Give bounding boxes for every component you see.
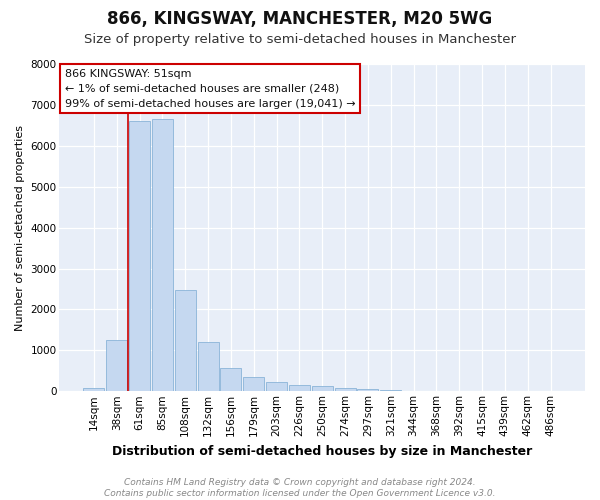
Bar xyxy=(266,382,287,392)
Bar xyxy=(358,389,379,392)
Bar xyxy=(312,386,333,392)
X-axis label: Distribution of semi-detached houses by size in Manchester: Distribution of semi-detached houses by … xyxy=(112,444,532,458)
Text: Size of property relative to semi-detached houses in Manchester: Size of property relative to semi-detach… xyxy=(84,32,516,46)
Y-axis label: Number of semi-detached properties: Number of semi-detached properties xyxy=(15,124,25,330)
Text: Contains HM Land Registry data © Crown copyright and database right 2024.
Contai: Contains HM Land Registry data © Crown c… xyxy=(104,478,496,498)
Bar xyxy=(335,388,356,392)
Text: 866, KINGSWAY, MANCHESTER, M20 5WG: 866, KINGSWAY, MANCHESTER, M20 5WG xyxy=(107,10,493,28)
Bar xyxy=(197,342,218,392)
Text: 866 KINGSWAY: 51sqm
← 1% of semi-detached houses are smaller (248)
99% of semi-d: 866 KINGSWAY: 51sqm ← 1% of semi-detache… xyxy=(65,69,355,108)
Bar xyxy=(129,122,150,392)
Bar xyxy=(106,340,127,392)
Bar xyxy=(243,378,264,392)
Bar xyxy=(220,368,241,392)
Bar xyxy=(152,119,173,392)
Bar xyxy=(175,290,196,392)
Bar xyxy=(83,388,104,392)
Bar xyxy=(289,385,310,392)
Bar xyxy=(380,390,401,392)
